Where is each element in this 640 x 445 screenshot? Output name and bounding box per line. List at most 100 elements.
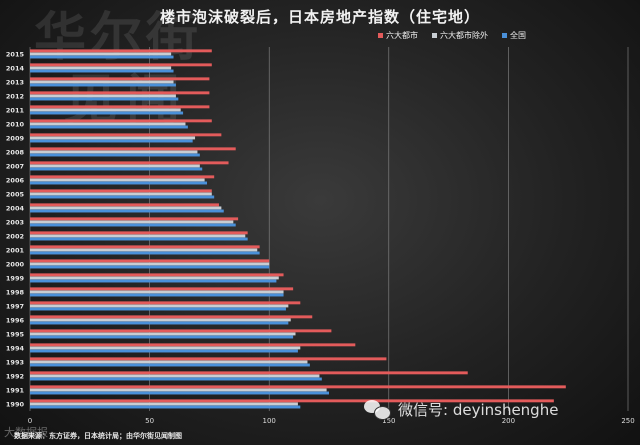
bar-series1: [30, 49, 212, 53]
y-tick-label: 2010: [6, 121, 25, 129]
x-tick-label: 100: [263, 417, 276, 425]
bar-series2: [30, 276, 279, 280]
bar-series2: [30, 360, 308, 364]
bar-series3: [30, 279, 277, 283]
bar-series3: [30, 251, 260, 255]
y-tick-label: 2012: [6, 93, 24, 101]
y-tick-label: 2004: [6, 205, 25, 213]
bar-series3: [30, 321, 289, 325]
y-tick-label: 2008: [6, 149, 25, 157]
bar-series3: [30, 139, 193, 143]
bar-series1: [30, 245, 260, 249]
y-tick-label: 1990: [6, 401, 25, 409]
bar-series1: [30, 161, 229, 165]
bar-series2: [30, 136, 196, 140]
bar-series2: [30, 66, 172, 70]
bar-series2: [30, 262, 270, 266]
bar-series1: [30, 119, 212, 123]
x-tick-label: 250: [621, 417, 634, 425]
legend-item-series3: 全国: [502, 30, 526, 41]
y-tick-label: 2014: [6, 65, 25, 73]
bar-series3: [30, 167, 203, 171]
bar-series1: [30, 105, 210, 109]
bar-series2: [30, 192, 212, 196]
y-tick-label: 1994: [6, 345, 25, 353]
bar-series2: [30, 94, 176, 98]
bar-series3: [30, 377, 322, 381]
y-tick-label: 2007: [6, 163, 24, 171]
y-tick-label: 2000: [6, 261, 25, 269]
bar-series3: [30, 293, 284, 297]
bar-series3: [30, 97, 179, 101]
legend-swatch-series2: [432, 33, 437, 38]
bar-series3: [30, 391, 329, 395]
bar-series2: [30, 178, 205, 182]
bar-series1: [30, 385, 566, 389]
bar-series1: [30, 217, 239, 221]
bar-series3: [30, 363, 310, 367]
bar-series1: [30, 329, 332, 333]
source-note: 数据来源：东方证券，日本统计局；由华尔街见闻制图: [14, 432, 182, 440]
bar-series2: [30, 290, 284, 294]
bar-series1: [30, 273, 284, 277]
y-tick-label: 2003: [6, 219, 24, 227]
bar-series1: [30, 287, 294, 291]
y-tick-label: 2011: [6, 107, 25, 115]
bar-series2: [30, 80, 174, 84]
x-tick-label: 0: [28, 417, 32, 425]
wechat-watermark: 微信号: deyinshenghe: [364, 398, 558, 420]
bar-series3: [30, 237, 248, 241]
bar-series1: [30, 203, 219, 207]
x-tick-label: 150: [382, 417, 395, 425]
legend-swatch-series3: [502, 33, 507, 38]
bar-series1: [30, 133, 222, 137]
y-tick-label: 1991: [6, 387, 25, 395]
wechat-icon: [364, 398, 392, 420]
bar-series1: [30, 189, 212, 193]
bar-series2: [30, 318, 291, 322]
bar-series1: [30, 315, 313, 319]
x-tick-label: 200: [502, 417, 515, 425]
bar-series2: [30, 220, 234, 224]
bar-series3: [30, 153, 200, 157]
bar-series2: [30, 234, 246, 238]
bar-series2: [30, 332, 296, 336]
legend-label-series1: 六大都市: [386, 31, 418, 40]
bar-series2: [30, 388, 327, 392]
legend-item-series1: 六大都市: [378, 30, 418, 41]
bar-series2: [30, 402, 298, 406]
bar-series1: [30, 399, 554, 403]
bar-series1: [30, 343, 356, 347]
bar-series3: [30, 349, 298, 353]
bar-series3: [30, 69, 174, 73]
bar-series1: [30, 77, 210, 81]
watermark-bottom-left: 大数据报: [4, 426, 48, 439]
bar-series1: [30, 63, 212, 67]
bar-series1: [30, 231, 248, 235]
bar-series3: [30, 265, 270, 269]
y-tick-label: 2001: [6, 247, 25, 255]
bar-series1: [30, 91, 210, 95]
bar-series2: [30, 206, 222, 210]
bar-series1: [30, 147, 236, 151]
bar-series2: [30, 122, 186, 126]
y-tick-label: 1998: [6, 289, 25, 297]
y-tick-label: 1995: [6, 331, 25, 339]
legend-label-series2: 六大都市除外: [440, 31, 488, 40]
bar-series2: [30, 374, 320, 378]
bar-series2: [30, 52, 172, 56]
y-tick-label: 1992: [6, 373, 24, 381]
bar-series3: [30, 181, 208, 185]
bar-series1: [30, 175, 215, 179]
bar-series3: [30, 195, 215, 199]
legend-item-series2: 六大都市除外: [432, 30, 488, 41]
bar-series3: [30, 209, 224, 213]
y-tick-label: 1996: [6, 317, 25, 325]
wechat-id-text: 微信号: deyinshenghe: [398, 400, 559, 419]
bar-series2: [30, 164, 200, 168]
bar-series1: [30, 301, 301, 305]
bar-series2: [30, 108, 181, 112]
y-tick-label: 1993: [6, 359, 24, 367]
